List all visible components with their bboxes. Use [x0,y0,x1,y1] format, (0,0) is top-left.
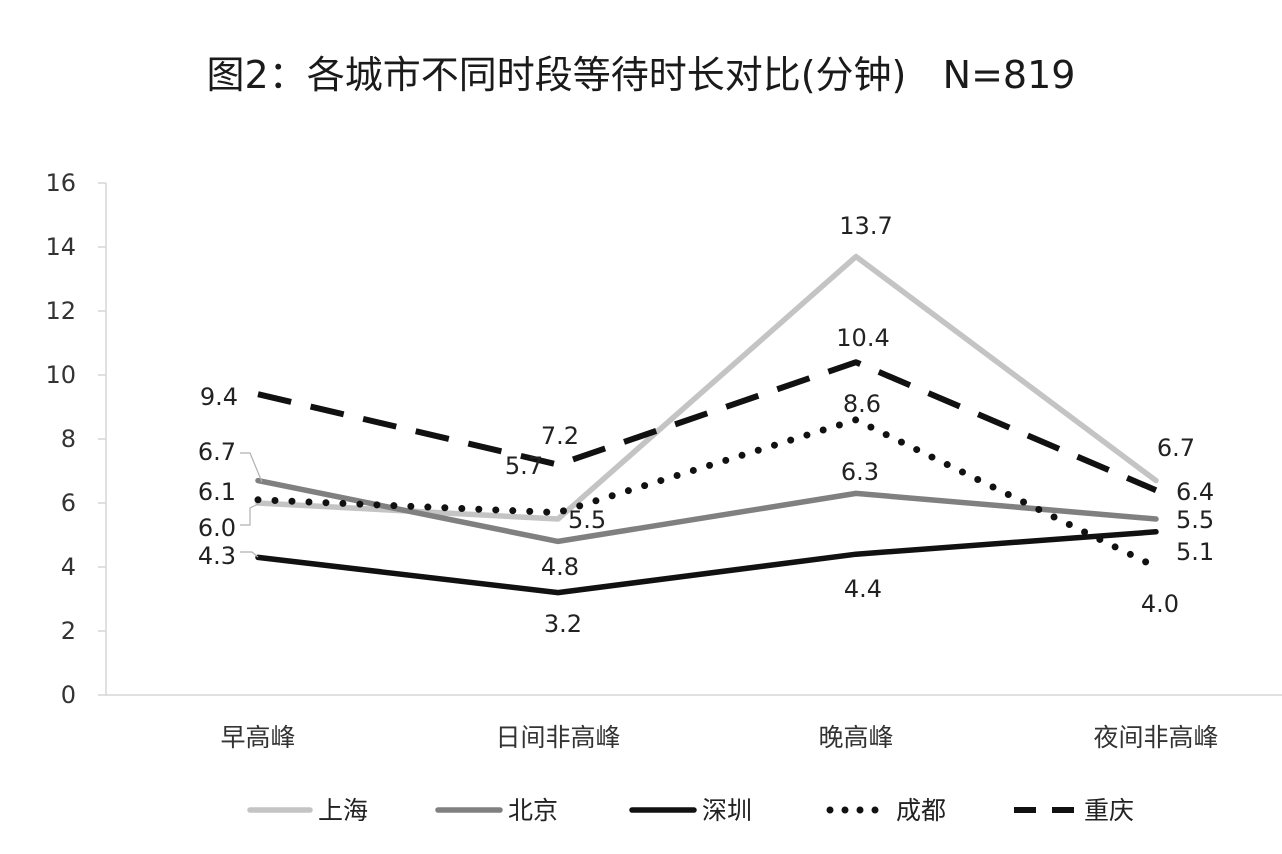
data-label: 4.4 [844,575,882,603]
data-label: 6.4 [1176,478,1214,506]
series-line-0 [255,253,1159,522]
y-tick-label: 4 [61,553,76,581]
data-label: 7.2 [541,422,579,450]
data-label: 4.3 [198,542,236,570]
data-label: 5.5 [1176,506,1214,534]
chart-subtitle: N=819 [942,53,1076,97]
y-tick-label: 8 [61,425,76,453]
y-tick-label: 2 [61,617,76,645]
series-line-3 [254,416,1160,571]
legend-label: 成都 [896,796,946,825]
data-label: 3.2 [544,610,582,638]
x-category-label: 早高峰 [220,723,295,752]
series-line-2 [255,529,1159,596]
legend-label: 重庆 [1084,796,1134,825]
data-label: 4.0 [1141,590,1179,618]
data-label: 10.4 [836,324,889,352]
data-label: 6.7 [198,438,236,466]
data-label: 6.0 [198,514,236,542]
x-category-label: 晚高峰 [818,723,893,752]
y-tick-label: 12 [45,297,76,325]
y-tick-label: 16 [45,169,76,197]
y-tick-label: 14 [45,233,76,261]
data-label: 8.6 [843,390,881,418]
data-label: 5.7 [505,452,543,480]
x-category-label: 日间非高峰 [495,723,620,752]
data-label: 6.1 [198,478,236,506]
legend-label: 上海 [318,796,368,825]
legend-label: 深圳 [702,796,752,825]
label-leader-line [240,452,263,483]
chart-title-text: 图2：各城市不同时段等待时长对比(分钟) [206,53,907,97]
series-lines [254,253,1160,596]
y-tick-label: 0 [61,681,76,709]
data-label: 13.7 [839,212,892,240]
chart-title: 图2：各城市不同时段等待时长对比(分钟) N=819 [0,50,1282,100]
data-label: 6.3 [841,458,879,486]
data-labels: 6.0 5.5 13.7 6.7 6.7 4.8 6.3 5.5 4.3 3.2 4.4 5.1 6.1… [198,212,1214,638]
data-label: 5.5 [568,506,606,534]
x-category-label: 夜间非高峰 [1093,723,1218,752]
y-tick-label: 10 [45,361,76,389]
legend: 上海 北京 深圳 成都 重庆 [247,796,1134,825]
data-label: 5.1 [1176,538,1214,566]
label-leader-line [240,503,259,526]
data-label: 4.8 [541,553,579,581]
series-line-1 [255,477,1159,545]
y-tick-label: 6 [61,489,76,517]
label-leader-line [240,551,259,558]
data-label: 9.4 [200,383,238,411]
series-line-4 [257,359,1158,493]
legend-label: 北京 [508,796,558,825]
data-label: 6.7 [1157,434,1195,462]
axes: 0 2 4 6 8 10 12 14 16 早高峰 日间非高峰 晚高峰 夜间非高峰 [45,169,1282,752]
